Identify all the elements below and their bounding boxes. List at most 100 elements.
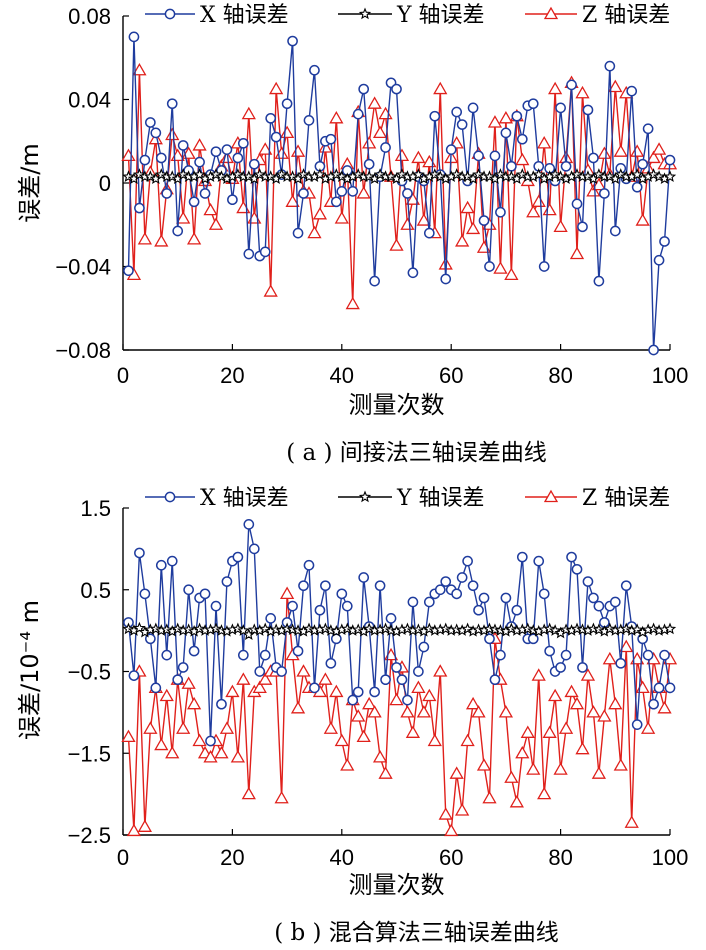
data-point [405, 192, 421, 205]
data-point [582, 576, 594, 587]
data-point [292, 227, 304, 239]
y-tick-label: −0.08 [55, 338, 111, 363]
data-point [531, 194, 546, 207]
data-point [330, 196, 342, 208]
data-point [542, 725, 557, 738]
data-point [216, 698, 227, 710]
data-point [467, 102, 479, 114]
data-point [624, 815, 639, 828]
data-point [341, 622, 354, 635]
data-point [472, 168, 485, 180]
data-point [467, 580, 479, 592]
y-tick-label: 0 [99, 171, 111, 196]
data-point [554, 170, 567, 182]
x-tick-label: 80 [548, 363, 572, 388]
data-point [248, 543, 260, 555]
data-point [570, 622, 584, 635]
data-point [615, 657, 627, 669]
legend: X 轴误差 Y 轴误差 Z 轴误差 [145, 486, 670, 511]
data-point [461, 170, 474, 182]
data-point [434, 584, 446, 596]
data-point [236, 672, 251, 685]
data-point [537, 136, 552, 149]
data-point [593, 600, 605, 612]
data-point [462, 555, 473, 567]
data-point [330, 168, 343, 180]
data-point [154, 234, 169, 247]
data-point [347, 694, 359, 706]
data-point [659, 649, 670, 661]
y-tick-label: −0.04 [55, 255, 111, 280]
data-point [478, 215, 490, 226]
data-point [159, 688, 174, 702]
data-point [603, 170, 616, 182]
data-point [570, 168, 584, 180]
y-tick-label: −2.5 [68, 823, 111, 848]
data-point [210, 600, 222, 612]
data-point [509, 794, 524, 808]
data-point [391, 83, 402, 95]
data-point [290, 144, 306, 157]
data-point [428, 168, 441, 180]
data-point [483, 170, 496, 182]
data-point [620, 580, 632, 592]
data-point [352, 168, 365, 180]
data-point [225, 684, 240, 698]
data-point [384, 624, 398, 636]
data-point [489, 674, 501, 686]
data-point [460, 200, 475, 214]
data-point [259, 649, 271, 661]
data-point [334, 733, 349, 747]
data-point [587, 622, 600, 635]
data-point [555, 662, 566, 673]
data-point [571, 198, 583, 210]
data-point [445, 144, 457, 155]
data-point [276, 666, 287, 677]
data-point [274, 790, 289, 804]
data-point [341, 600, 353, 612]
data-point [433, 664, 448, 677]
data-point [558, 721, 574, 734]
data-point [259, 246, 271, 258]
x-tick-label: 0 [117, 845, 129, 870]
data-point [473, 604, 484, 616]
data-point [609, 225, 621, 237]
data-point [134, 547, 145, 559]
data-point [619, 639, 634, 653]
x-tick-label: 40 [330, 845, 354, 870]
data-point [139, 588, 151, 600]
data-point [210, 146, 222, 158]
data-point [281, 98, 293, 110]
data-point [172, 225, 184, 237]
y-tick-label: −0.5 [68, 660, 111, 685]
data-point [385, 613, 397, 624]
data-point [577, 662, 588, 673]
y-tick-label: 1.5 [80, 496, 111, 521]
data-point [192, 733, 207, 747]
data-point [548, 624, 562, 636]
series-z-axis [121, 62, 678, 310]
data-point [515, 745, 530, 759]
data-point [648, 344, 659, 356]
data-point [319, 622, 332, 635]
data-point [418, 641, 430, 653]
data-point [232, 551, 244, 563]
data-point [407, 267, 419, 279]
data-point [613, 758, 628, 771]
data-point [154, 737, 169, 751]
data-point [231, 168, 245, 180]
data-point [455, 803, 470, 816]
data-point [566, 79, 577, 91]
data-point [651, 142, 667, 155]
x-tick-label: 0 [117, 363, 129, 388]
data-point [465, 221, 481, 235]
data-point [564, 684, 579, 698]
data-point [362, 622, 376, 635]
data-point [657, 700, 672, 714]
data-point [588, 592, 599, 604]
data-point [416, 705, 431, 718]
data-point [248, 623, 261, 636]
data-point [450, 623, 463, 636]
data-point [247, 211, 262, 224]
data-point [575, 741, 590, 755]
